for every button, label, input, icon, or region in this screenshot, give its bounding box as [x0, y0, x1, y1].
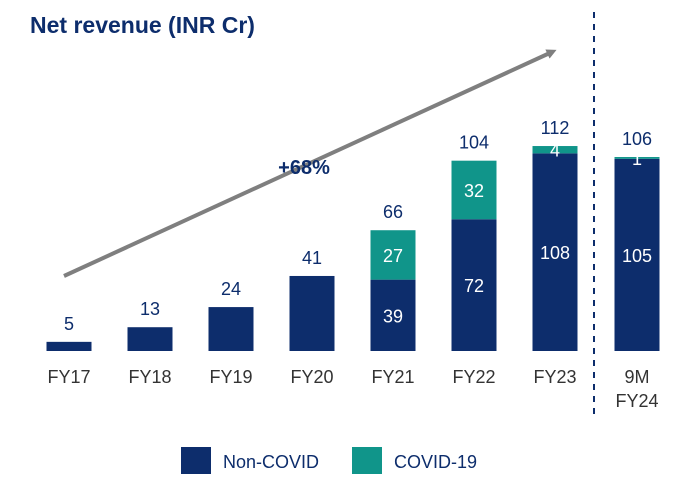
total-label: 112 — [541, 118, 570, 138]
segment-label-non-covid: 105 — [622, 246, 652, 266]
bar-covid — [451, 160, 497, 220]
segment-label-non-covid: 72 — [464, 276, 484, 296]
bar-non-covid — [208, 307, 254, 351]
x-tick-label: FY21 — [371, 367, 414, 387]
bar-non-covid — [127, 327, 173, 351]
bar-covid — [370, 230, 416, 280]
x-tick-label: FY18 — [128, 367, 171, 387]
bar-covid — [614, 157, 660, 159]
growth-arrow — [63, 49, 557, 278]
x-tick-label: FY24 — [615, 391, 658, 411]
x-tick-label: FY17 — [47, 367, 90, 387]
bar-non-covid — [289, 275, 335, 351]
bar-non-covid — [370, 279, 416, 351]
legend-swatch — [352, 447, 382, 474]
segment-label-covid: 32 — [464, 181, 484, 201]
total-label: 13 — [140, 299, 160, 319]
growth-label: +68% — [278, 157, 330, 179]
x-tick-label: FY19 — [209, 367, 252, 387]
bar-non-covid — [532, 153, 578, 351]
x-tick-label: FY22 — [452, 367, 495, 387]
x-tick-label: FY20 — [290, 367, 333, 387]
legend-label: COVID-19 — [394, 452, 477, 472]
x-tick-label: 9M — [624, 367, 649, 387]
total-label: 106 — [622, 129, 652, 149]
total-label: 24 — [221, 279, 241, 299]
segment-label-non-covid: 108 — [540, 243, 570, 263]
x-tick-label: FY23 — [533, 367, 576, 387]
segment-label-covid: 4 — [550, 141, 560, 161]
bar-non-covid — [451, 219, 497, 351]
total-label: 5 — [64, 314, 74, 334]
segment-label-non-covid: 39 — [383, 306, 403, 326]
legend-label: Non-COVID — [223, 452, 319, 472]
total-label: 41 — [302, 248, 322, 268]
chart-title: Net revenue (INR Cr) — [30, 12, 255, 38]
segment-label-covid: 27 — [383, 246, 403, 266]
legend-swatch — [181, 447, 211, 474]
segment-label-covid: 1 — [632, 149, 642, 169]
legend: Non-COVID COVID-19 — [181, 447, 477, 474]
bar-non-covid — [46, 341, 92, 351]
total-label: 104 — [459, 133, 489, 153]
bar-non-covid — [614, 158, 660, 351]
bar-covid — [532, 146, 578, 154]
total-label: 66 — [383, 202, 403, 222]
